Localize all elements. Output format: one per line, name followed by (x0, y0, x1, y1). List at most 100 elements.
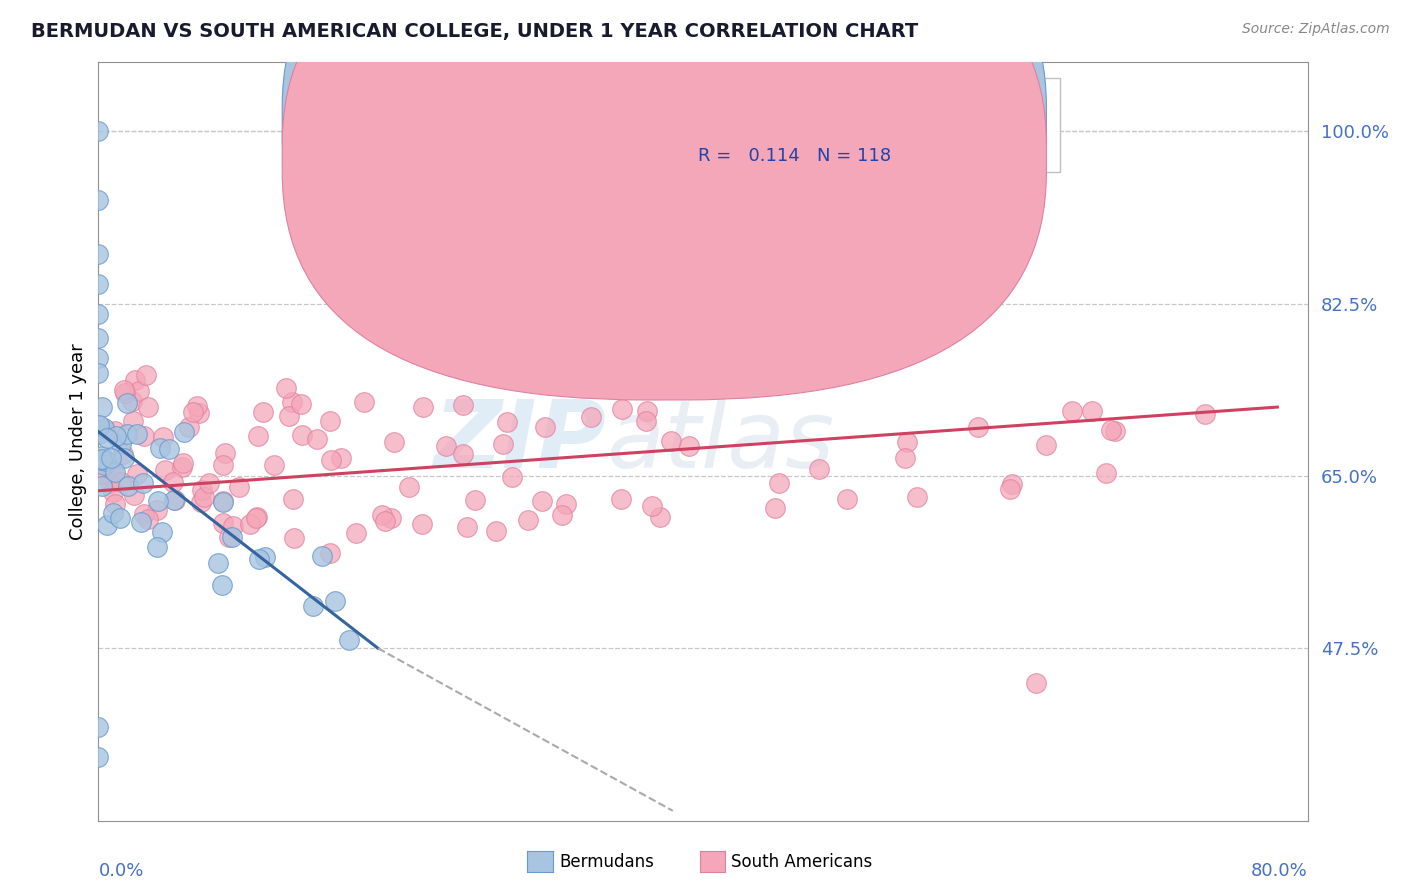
Point (157, 442, 180, 456)
Point (211, 578, 233, 592)
Point (96, 518, 118, 533)
Point (281, 395, 304, 409)
Point (247, 552, 270, 566)
Point (124, 373, 146, 387)
Point (87, 427, 110, 442)
Point (634, 414, 657, 428)
Point (115, 427, 138, 442)
Point (146, 502, 169, 516)
Point (1081, 403, 1104, 417)
Point (636, 404, 658, 418)
Point (87, 306, 110, 320)
Point (190, 483, 212, 497)
Point (100, 461, 122, 475)
Point (162, 475, 184, 489)
Text: Bermudans: Bermudans (560, 853, 654, 871)
Point (302, 599, 325, 613)
Point (510, 267, 533, 281)
Point (661, 434, 683, 449)
Point (344, 525, 367, 540)
Point (1062, 404, 1084, 418)
Point (186, 399, 208, 413)
Point (110, 475, 132, 489)
Point (121, 393, 143, 408)
Point (283, 531, 305, 545)
Point (98, 476, 121, 491)
Point (1104, 424, 1126, 438)
Point (214, 446, 236, 460)
Point (112, 383, 135, 397)
Point (104, 465, 127, 479)
Point (641, 500, 664, 514)
Point (87, 124, 110, 138)
Point (252, 405, 274, 419)
Point (115, 396, 138, 410)
Point (125, 467, 148, 482)
Point (1035, 438, 1057, 452)
Point (612, 402, 634, 417)
Point (246, 509, 269, 524)
Point (198, 476, 221, 491)
Point (87, 351, 110, 365)
Point (835, 492, 858, 507)
Point (330, 450, 353, 465)
Point (531, 494, 554, 508)
Text: R = -0.222   N =  52: R = -0.222 N = 52 (699, 109, 882, 127)
Point (222, 518, 245, 533)
Text: 0.0%: 0.0% (98, 863, 143, 880)
Point (101, 464, 124, 478)
Point (188, 406, 211, 420)
Point (492, 437, 515, 451)
Point (495, 415, 517, 429)
Point (239, 517, 262, 532)
Point (807, 462, 830, 476)
Point (451, 447, 474, 461)
Point (134, 429, 156, 443)
Point (101, 485, 124, 500)
Point (93, 458, 115, 473)
Point (1001, 477, 1024, 491)
Point (896, 435, 918, 450)
Point (353, 395, 375, 409)
Point (212, 458, 235, 473)
Point (135, 368, 157, 383)
Point (101, 507, 124, 521)
Point (91, 479, 114, 493)
Point (87, 277, 110, 291)
Point (374, 514, 396, 528)
Point (94, 454, 117, 468)
Point (768, 475, 790, 490)
Point (152, 430, 174, 444)
Point (678, 439, 700, 453)
Point (1000, 483, 1022, 497)
Point (170, 459, 193, 474)
Point (100, 451, 122, 466)
Point (87, 331, 110, 345)
Point (155, 463, 177, 477)
Point (311, 549, 333, 564)
Point (105, 429, 128, 443)
FancyBboxPatch shape (624, 78, 1060, 172)
Point (380, 511, 402, 525)
Point (918, 286, 941, 301)
Point (90, 449, 112, 463)
FancyBboxPatch shape (283, 0, 1046, 400)
Point (1194, 407, 1216, 421)
FancyBboxPatch shape (283, 0, 1046, 362)
Point (148, 493, 170, 508)
Point (177, 420, 200, 434)
Point (163, 492, 186, 507)
Point (254, 549, 277, 564)
Point (291, 428, 314, 442)
Point (464, 493, 486, 508)
Point (94, 423, 117, 437)
Point (319, 546, 342, 560)
Point (207, 556, 229, 570)
Point (111, 447, 134, 461)
Point (117, 479, 139, 493)
Point (533, 420, 555, 434)
Point (122, 414, 145, 428)
Text: South Americans: South Americans (731, 853, 872, 871)
Point (277, 409, 299, 423)
Point (412, 400, 434, 414)
